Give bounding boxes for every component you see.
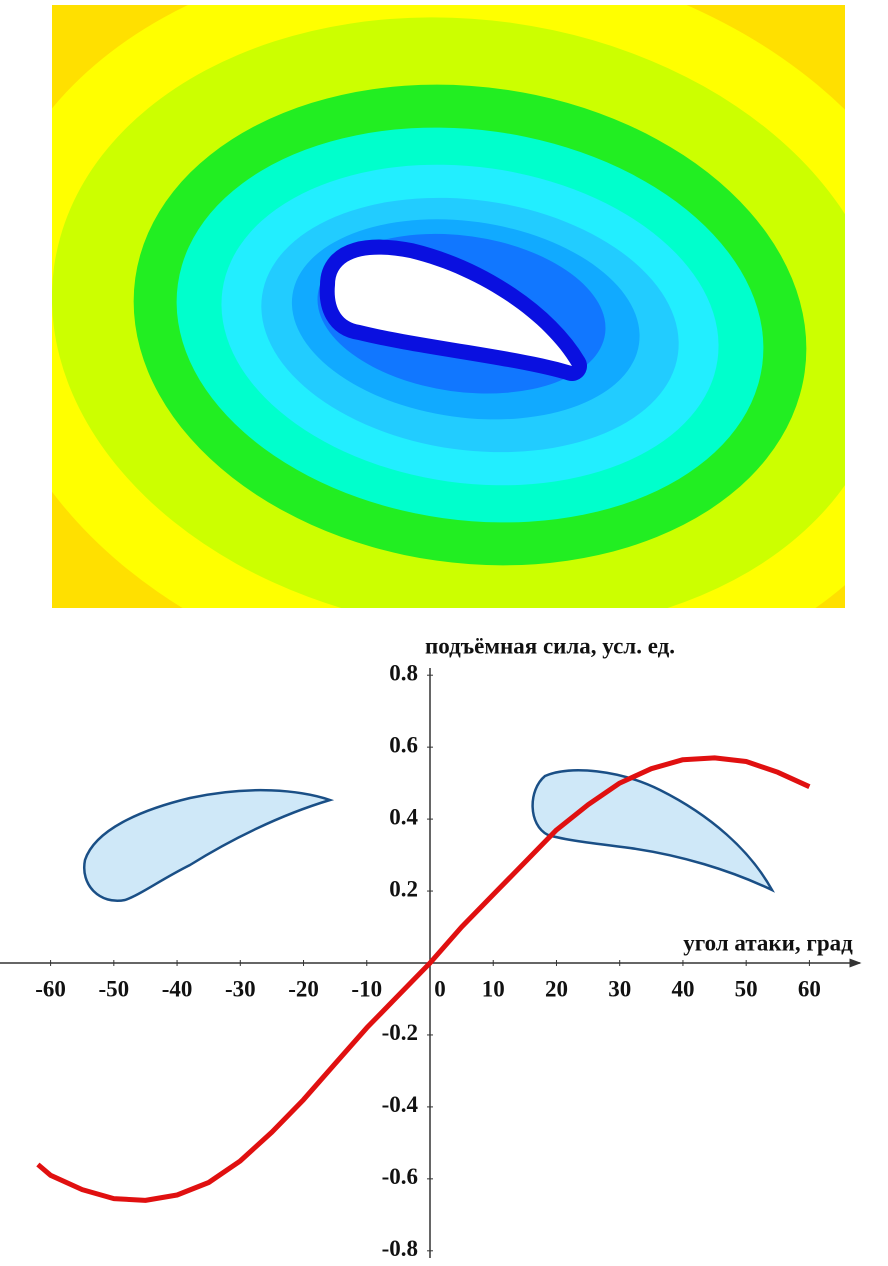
x-axis-label: угол атаки, град bbox=[683, 930, 853, 955]
x-tick-label: 30 bbox=[608, 976, 631, 1001]
y-tick-label: -0.2 bbox=[382, 1020, 418, 1045]
y-tick-label: -0.4 bbox=[382, 1092, 419, 1117]
y-axis-label: подъёмная сила, усл. ед. bbox=[425, 633, 675, 658]
x-tick-label: -40 bbox=[162, 976, 193, 1001]
x-tick-label: 60 bbox=[798, 976, 821, 1001]
y-tick-label: 0.8 bbox=[389, 660, 418, 685]
x-tick-label: -20 bbox=[288, 976, 319, 1001]
x-tick-label: 40 bbox=[671, 976, 694, 1001]
airfoil-right bbox=[531, 769, 775, 893]
y-tick-label: -0.6 bbox=[382, 1164, 418, 1189]
x-tick-label: 10 bbox=[482, 976, 505, 1001]
y-tick-label: -0.8 bbox=[382, 1236, 418, 1261]
x-tick-label: 0 bbox=[434, 976, 446, 1001]
lift-curve bbox=[36, 755, 811, 1203]
y-tick-label: 0.2 bbox=[389, 876, 418, 901]
x-tick-label: -30 bbox=[225, 976, 256, 1001]
x-tick-label: -60 bbox=[35, 976, 66, 1001]
y-tick-label: 0.4 bbox=[389, 804, 418, 829]
x-tick-label: 50 bbox=[735, 976, 758, 1001]
airfoil-left bbox=[82, 788, 335, 903]
y-tick-label: 0.6 bbox=[389, 732, 418, 757]
x-tick-label: 20 bbox=[545, 976, 568, 1001]
x-tick-label: -50 bbox=[98, 976, 129, 1001]
line-chart: подъёмная сила, усл. ед. угол атаки, гра… bbox=[0, 633, 862, 1261]
contour-plot bbox=[52, 5, 845, 608]
x-tick-label: -10 bbox=[351, 976, 382, 1001]
